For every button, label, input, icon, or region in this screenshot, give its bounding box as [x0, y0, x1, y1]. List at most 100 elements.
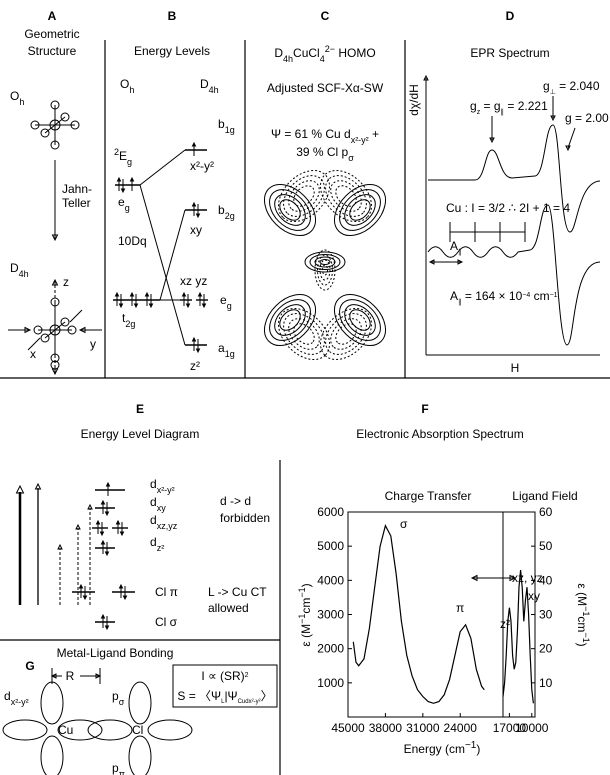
arrow-head — [120, 188, 126, 194]
arrow-head — [57, 543, 63, 550]
label-part: 39 % Cl p — [296, 145, 348, 159]
arrow-head — [116, 176, 122, 182]
contour — [319, 259, 331, 281]
label-part: p — [112, 761, 119, 775]
label-part: 1g — [225, 349, 235, 359]
label: pπ — [112, 761, 125, 775]
contour — [335, 323, 357, 345]
arrow-head — [144, 291, 150, 297]
label: A∥ — [450, 239, 462, 256]
label: xy — [190, 223, 202, 237]
contour — [339, 299, 381, 341]
y2-tick-label: 60 — [539, 505, 553, 519]
label: A — [48, 9, 57, 23]
label: Cl — [132, 723, 143, 737]
atom — [70, 120, 80, 130]
arrow-head — [15, 484, 25, 494]
label-part: 2− — [325, 44, 335, 54]
arrow-head — [95, 519, 101, 525]
label-part: e — [118, 195, 125, 209]
rule — [139, 149, 186, 186]
label-part: CuCl — [293, 46, 320, 60]
label-part: 4h — [209, 85, 219, 95]
label-part: −4 — [522, 292, 530, 299]
label-part: O — [120, 77, 129, 91]
arrow-head — [185, 303, 191, 309]
label-part: L — [221, 699, 225, 705]
label-part: I ∝ (SR) — [201, 669, 244, 683]
label: xz, yz — [512, 571, 543, 585]
rule — [44, 329, 56, 339]
x-tick-label: 45000 — [331, 721, 365, 735]
label: Energy Level Diagram — [81, 427, 200, 441]
label-part: Cu — [238, 699, 246, 705]
label: z² — [190, 359, 200, 373]
label: Cu — [58, 723, 73, 737]
label-part: e — [220, 293, 227, 307]
label-part: E — [119, 149, 127, 163]
arrow-head — [122, 595, 128, 601]
contour — [325, 175, 367, 217]
label: S = 〈ΨL|ΨCudx²-y²〉 — [177, 689, 272, 705]
label-part: t — [122, 311, 126, 325]
contour — [264, 184, 316, 236]
contour — [279, 309, 301, 331]
label-part: 4h — [19, 269, 29, 279]
label-part: z — [477, 109, 481, 116]
label-part: cm — [575, 616, 589, 632]
label: Ψ = 61 % Cu dx²-y² + — [271, 127, 379, 145]
y2-tick-label: 20 — [539, 642, 553, 656]
y-tick-label: 3000 — [317, 608, 344, 622]
arrow-head — [95, 673, 102, 679]
plot-frame — [347, 511, 536, 718]
label-part: a — [218, 341, 225, 355]
contour — [283, 313, 325, 355]
arrow-head — [100, 613, 106, 619]
label-part: 2 — [114, 147, 119, 157]
label: Energy (cm−1) — [404, 740, 481, 757]
arrow-head — [195, 213, 201, 219]
label-part: = g — [480, 99, 500, 113]
label: I ∝ (SR)2 — [201, 669, 248, 683]
arrow-head — [51, 234, 59, 242]
contour — [330, 318, 362, 350]
x-tick-label: 17000 — [493, 721, 527, 735]
label-part: 2g — [225, 211, 235, 221]
label: x²-y² — [190, 159, 214, 173]
arrow-head — [104, 625, 110, 631]
arrow-head — [148, 303, 154, 309]
label: Oh — [120, 77, 134, 95]
label-part: ε (M — [575, 583, 589, 606]
label: t2g — [122, 311, 135, 329]
label: Cl π — [155, 585, 178, 599]
formula-box — [172, 664, 278, 708]
y-tick-label: 6000 — [317, 505, 344, 519]
y-tick-label: 1000 — [317, 676, 344, 690]
arrow-head — [195, 348, 201, 354]
label: Metal-Ligand Bonding — [57, 646, 174, 660]
label: d -> d — [220, 494, 251, 508]
arrow-head — [129, 291, 135, 297]
contour — [274, 194, 306, 226]
atom — [60, 112, 70, 122]
label: Geometric — [24, 27, 79, 41]
y-tick-label: 5000 — [317, 539, 344, 553]
label-part: D — [200, 77, 209, 91]
arrow-head — [550, 115, 556, 122]
orbital — [87, 719, 133, 741]
label-part: −1 — [297, 614, 307, 624]
x-tick-label: 38000 — [369, 721, 403, 735]
orbital — [57, 719, 103, 741]
arrow-head — [191, 141, 197, 147]
label-part: 4h — [283, 54, 293, 64]
y2-tick-label: 30 — [539, 608, 553, 622]
contour — [349, 199, 371, 221]
label-part: ∥ — [458, 298, 462, 306]
label-part: −1 — [465, 740, 477, 751]
label-part: ε (M — [299, 624, 313, 647]
label-part: ⊥ — [550, 89, 556, 96]
label-part: 1g — [225, 125, 235, 135]
arrow-head — [118, 303, 124, 309]
contour — [279, 199, 301, 221]
label: y — [90, 337, 96, 351]
